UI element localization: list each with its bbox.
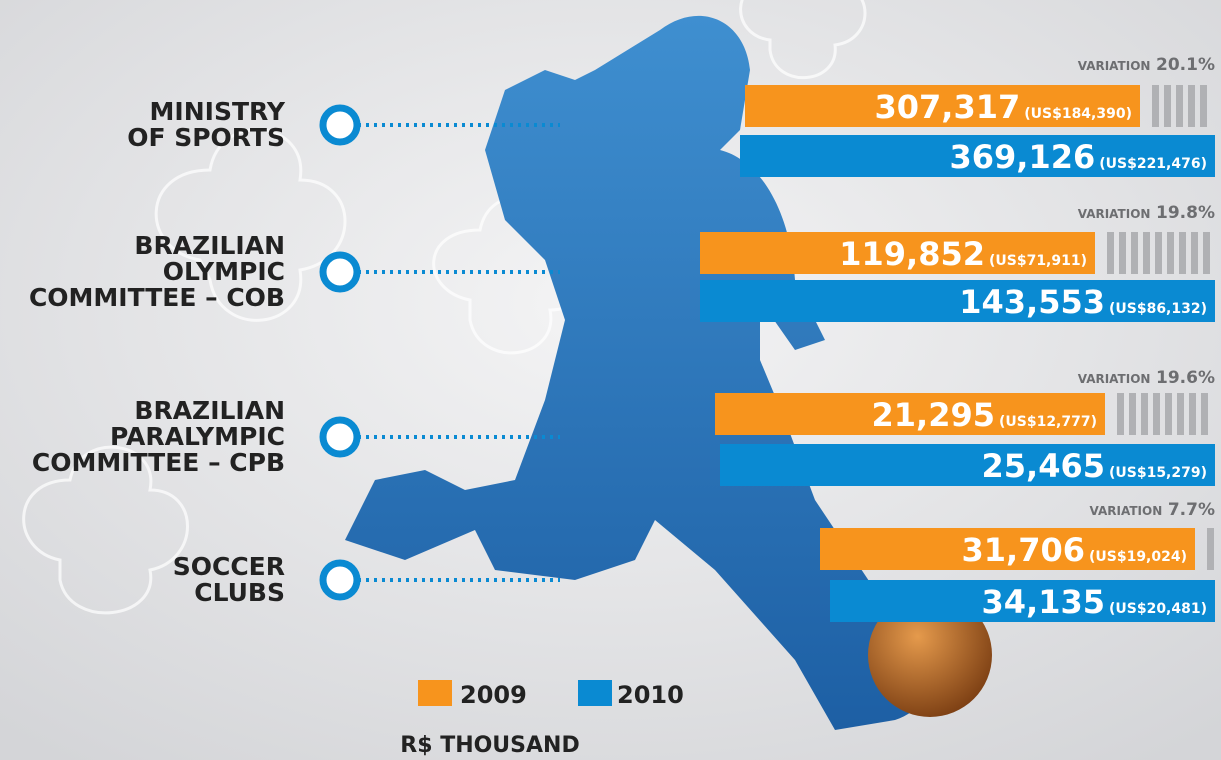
variation: VARIATION 7.7%	[1090, 500, 1215, 520]
usd-value: (US$19,024)	[1089, 549, 1187, 565]
stripe	[1177, 393, 1184, 435]
group-label: COMMITTEE – CPB	[32, 448, 285, 477]
variation-label: VARIATION	[1078, 59, 1151, 73]
stripe	[1107, 232, 1114, 274]
stripe	[1179, 232, 1186, 274]
unit-label: R$ THOUSAND	[400, 733, 579, 758]
stripe	[1119, 232, 1126, 274]
variation-value: 19.8%	[1156, 203, 1215, 223]
usd-value: (US$20,481)	[1109, 601, 1207, 617]
value: 143,553	[959, 283, 1105, 321]
value-2009: 31,706 (US$19,024)	[962, 531, 1188, 569]
bar-2010	[830, 580, 1215, 622]
value: 31,706	[962, 531, 1085, 569]
group-label: OF SPORTS	[127, 123, 285, 152]
stripe	[1152, 85, 1159, 127]
legend-label: 2010	[617, 681, 684, 709]
value-2010: 25,465 (US$15,279)	[982, 447, 1208, 485]
variation-value: 20.1%	[1156, 55, 1215, 75]
group-label: MINISTRY	[150, 97, 286, 126]
stripe	[1131, 232, 1138, 274]
stripe	[1191, 232, 1198, 274]
group-label: BRAZILIAN	[134, 396, 285, 425]
stripe	[1201, 393, 1208, 435]
stripe	[1155, 232, 1162, 274]
stripe	[1143, 232, 1150, 274]
group-label: OLYMPIC	[163, 257, 285, 286]
connector-node	[319, 416, 361, 458]
bar-2010	[700, 280, 1215, 322]
variation-label: VARIATION	[1078, 207, 1151, 221]
bar-2009	[700, 232, 1095, 274]
value: 25,465	[982, 447, 1105, 485]
stripe	[1117, 393, 1124, 435]
connector-node	[319, 104, 361, 146]
value: 119,852	[839, 235, 985, 273]
variation-value: 7.7%	[1168, 500, 1215, 520]
stripe	[1176, 85, 1183, 127]
stripe	[1164, 85, 1171, 127]
connector-node	[319, 251, 361, 293]
value: 369,126	[949, 138, 1095, 176]
group-label: CLUBS	[194, 578, 285, 607]
usd-value: (US$221,476)	[1099, 156, 1207, 172]
variation-label: VARIATION	[1078, 372, 1151, 386]
group-label: BRAZILIAN	[134, 231, 285, 260]
bar-2010	[720, 444, 1215, 486]
legend-label: 2009	[460, 681, 527, 709]
value-2009: 119,852 (US$71,911)	[839, 235, 1087, 273]
bar-2009	[820, 528, 1195, 570]
stripe	[1129, 393, 1136, 435]
value: 307,317	[874, 88, 1020, 126]
stripe	[1189, 393, 1196, 435]
group-label: SOCCER	[173, 552, 285, 581]
group-label: PARALYMPIC	[110, 422, 285, 451]
variation: VARIATION 19.6%	[1078, 368, 1215, 388]
value: 21,295	[872, 396, 995, 434]
legend-swatch	[418, 680, 452, 706]
bar-2010	[740, 135, 1215, 177]
value-2010: 143,553 (US$86,132)	[959, 283, 1207, 321]
variation-label: VARIATION	[1090, 504, 1163, 518]
variation-value: 19.6%	[1156, 368, 1215, 388]
usd-value: (US$86,132)	[1109, 301, 1207, 317]
variation: VARIATION 19.8%	[1078, 203, 1215, 223]
usd-value: (US$184,390)	[1024, 106, 1132, 122]
stripe	[1167, 232, 1174, 274]
group-label: COMMITTEE – COB	[29, 283, 285, 312]
usd-value: (US$15,279)	[1109, 465, 1207, 481]
usd-value: (US$71,911)	[989, 253, 1087, 269]
bar-2009	[715, 393, 1105, 435]
value: 34,135	[982, 583, 1105, 621]
stripe	[1200, 85, 1207, 127]
stripe	[1203, 232, 1210, 274]
ball	[868, 593, 992, 717]
stripe	[1165, 393, 1172, 435]
stripe	[1153, 393, 1160, 435]
value-2009: 307,317 (US$184,390)	[874, 88, 1132, 126]
stripe	[1141, 393, 1148, 435]
stripe	[1207, 528, 1214, 570]
variation: VARIATION 20.1%	[1078, 55, 1215, 75]
player-silhouette	[345, 15, 992, 730]
connector-node	[319, 559, 361, 601]
bar-2009	[745, 85, 1140, 127]
value-2010: 369,126 (US$221,476)	[949, 138, 1207, 176]
stripe	[1188, 85, 1195, 127]
value-2010: 34,135 (US$20,481)	[982, 583, 1208, 621]
value-2009: 21,295 (US$12,777)	[872, 396, 1098, 434]
usd-value: (US$12,777)	[999, 414, 1097, 430]
legend-swatch	[578, 680, 612, 706]
